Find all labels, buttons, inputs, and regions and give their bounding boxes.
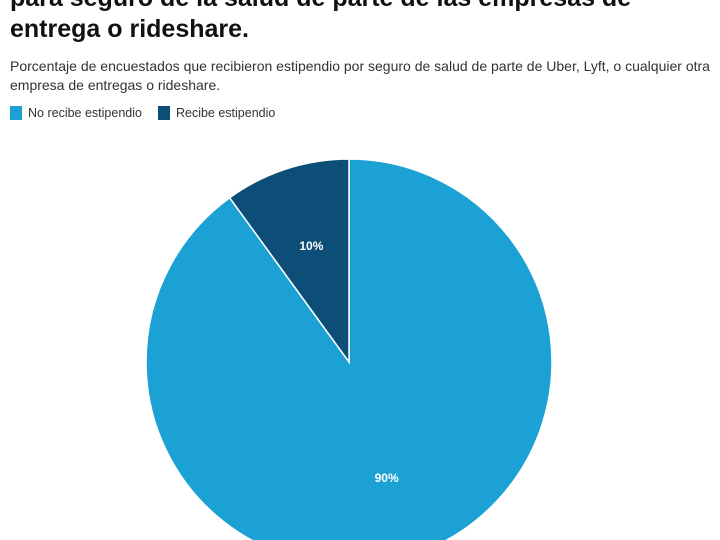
legend: No recibe estipendio Recibe estipendio	[10, 106, 275, 120]
data-label-1: 10%	[299, 239, 323, 253]
legend-label: Recibe estipendio	[175, 106, 276, 120]
legend-label: No recibe estipendio	[28, 106, 142, 120]
pie-slice-1	[228, 158, 350, 365]
legend-item-no-recibe: No recibe estipendio	[10, 106, 142, 120]
title-line-2: entrega o rideshare.	[10, 15, 249, 43]
chart-subtitle: Porcentaje de encuestados que recibieron…	[10, 58, 710, 93]
title-line-1: para seguro de la salud de parte de las …	[10, 0, 631, 12]
chart-title: para seguro de la salud de parte de las …	[10, 0, 710, 45]
legend-swatch	[10, 106, 22, 120]
data-label-0: 90%	[375, 471, 399, 485]
legend-item-recibe: Recibe estipendio	[157, 106, 276, 120]
legend-swatch	[157, 106, 170, 120]
